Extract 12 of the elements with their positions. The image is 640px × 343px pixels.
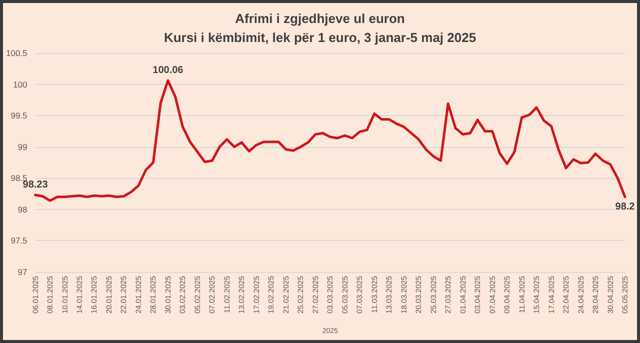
chart-subtitle: Kursi i këmbimit, lek për 1 euro, 3 janar-5 maj 2025 [164,30,476,45]
data-label: 98.23 [22,180,48,191]
data-label: 100.06 [152,65,184,76]
y-tick-label: 97.5 [10,236,28,246]
y-tick-label: 99 [18,142,28,152]
y-tick-label: 100 [13,79,28,90]
chart-title: Afrimi i zgjedhjeve ul euron [235,11,405,26]
y-tick-label: 100.5 [6,48,28,58]
y-tick-label: 98 [18,204,28,214]
y-tick-label: 99.5 [10,110,28,121]
y-tick-label: 97 [18,267,28,277]
data-label: 98.2 [615,201,636,212]
